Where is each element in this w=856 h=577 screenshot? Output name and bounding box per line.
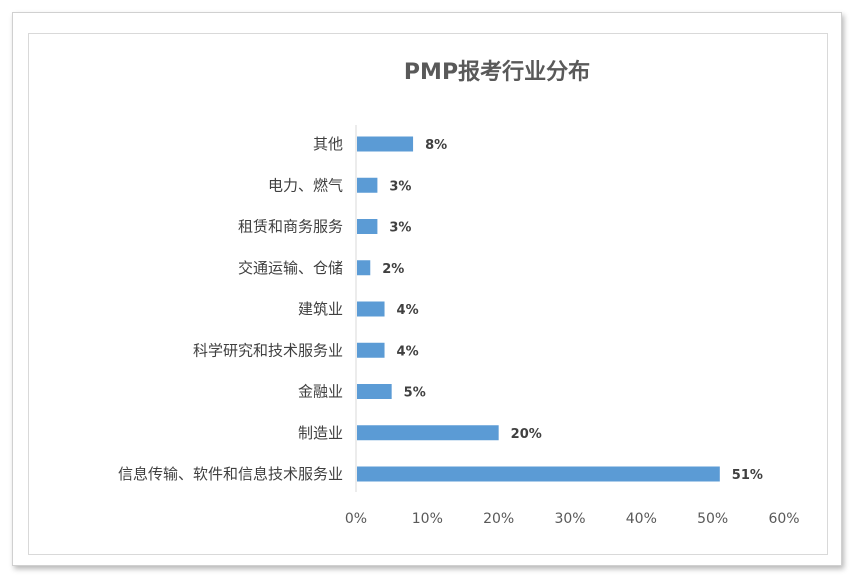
category-label: 其他 xyxy=(313,135,343,153)
bar xyxy=(357,425,499,441)
data-label: 3% xyxy=(389,179,411,194)
data-label: 4% xyxy=(397,303,419,318)
bar xyxy=(357,466,720,482)
chart-title: PMP报考行业分布 xyxy=(404,59,590,85)
bar xyxy=(357,177,378,193)
x-tick-label: 60% xyxy=(768,511,799,527)
x-tick-label: 10% xyxy=(412,511,443,527)
bar xyxy=(357,301,385,317)
data-label: 4% xyxy=(397,344,419,359)
category-label: 建筑业 xyxy=(298,300,343,318)
bar xyxy=(357,342,385,358)
category-label: 信息传输、软件和信息技术服务业 xyxy=(118,465,343,483)
data-label: 20% xyxy=(511,427,542,442)
bar xyxy=(357,136,414,152)
data-label: 2% xyxy=(382,262,404,277)
category-label: 金融业 xyxy=(298,383,343,401)
x-tick-label: 40% xyxy=(626,511,657,527)
data-label: 5% xyxy=(404,386,426,401)
data-label: 8% xyxy=(425,138,447,153)
category-label: 交通运输、仓储 xyxy=(238,259,343,277)
category-label: 租赁和商务服务 xyxy=(238,218,343,236)
category-label: 电力、燃气 xyxy=(268,176,343,194)
x-tick-label: 50% xyxy=(697,511,728,527)
bar xyxy=(357,384,392,399)
category-label: 制造业 xyxy=(298,424,343,442)
category-label: 科学研究和技术服务业 xyxy=(193,341,343,359)
x-tick-label: 20% xyxy=(483,511,514,527)
x-tick-label: 0% xyxy=(345,511,367,527)
bar xyxy=(357,260,371,276)
data-label: 51% xyxy=(732,468,763,483)
bar xyxy=(357,219,378,234)
x-tick-label: 30% xyxy=(554,511,585,527)
data-label: 3% xyxy=(389,221,411,236)
